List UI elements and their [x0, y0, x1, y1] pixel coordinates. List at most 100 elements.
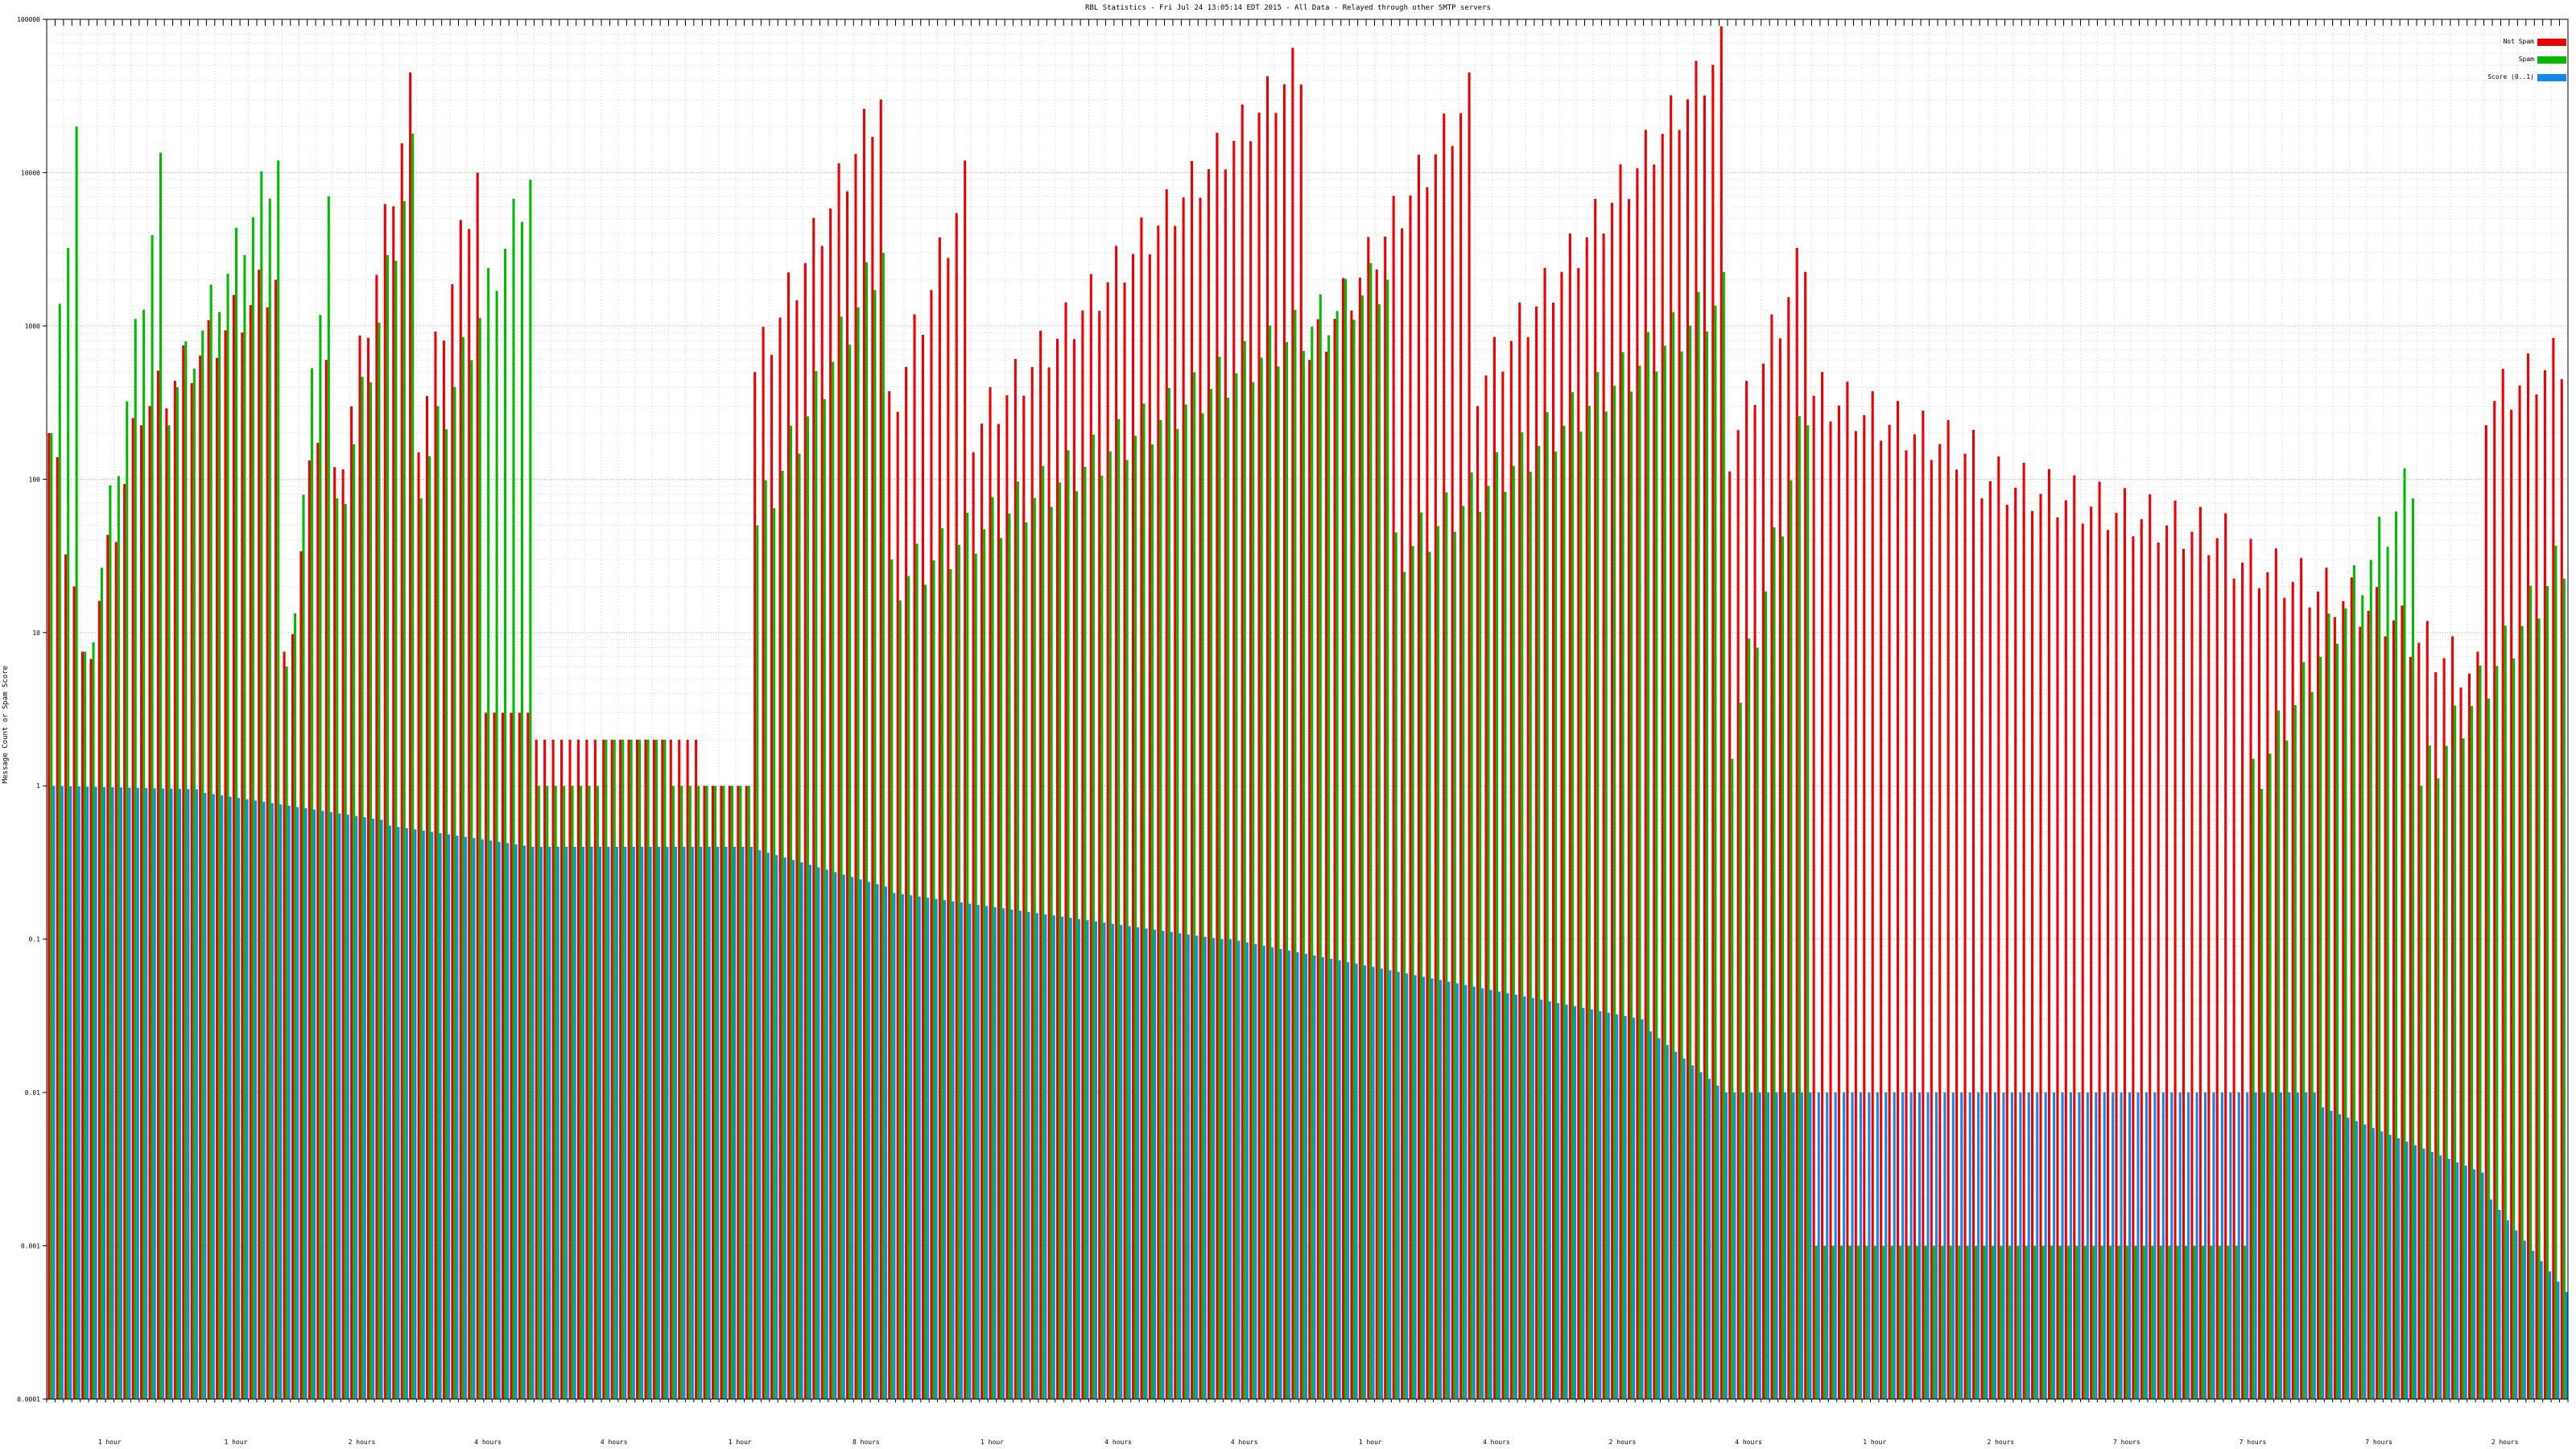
bar — [2198, 506, 2202, 1399]
bar — [100, 568, 103, 1399]
bar — [1968, 1092, 1971, 1399]
bar — [1338, 960, 1341, 1399]
bar — [1325, 351, 1328, 1399]
bar — [1269, 325, 1272, 1400]
bar — [2252, 758, 2255, 1399]
bar — [1142, 403, 1146, 1399]
bar — [890, 559, 894, 1400]
bar — [2002, 1092, 2005, 1399]
bar — [1686, 99, 1690, 1399]
bar — [1061, 916, 1064, 1399]
bar — [2367, 610, 2370, 1399]
bar — [1228, 939, 1232, 1399]
bar — [2484, 425, 2487, 1399]
bar — [671, 786, 675, 1399]
bar — [565, 847, 568, 1399]
bar — [596, 786, 599, 1399]
bar — [834, 872, 837, 1399]
bar — [308, 460, 311, 1400]
bar — [730, 786, 733, 1399]
bar — [2061, 1092, 2064, 1399]
bar — [1736, 430, 1740, 1399]
bar — [1321, 957, 1324, 1399]
bar — [1288, 950, 1291, 1399]
bar — [2333, 617, 2336, 1399]
bar — [60, 786, 64, 1399]
bar — [2069, 1092, 2073, 1399]
bar — [2523, 1241, 2526, 1399]
bar — [749, 847, 753, 1399]
bar — [346, 815, 349, 1399]
top-tick-marks — [46, 19, 2569, 26]
bar — [688, 786, 691, 1399]
bar — [428, 456, 431, 1399]
bar — [1551, 302, 1555, 1399]
bar — [1661, 134, 1664, 1400]
bar — [2232, 578, 2235, 1399]
bar — [1459, 113, 1463, 1400]
bar — [2134, 1245, 2137, 1399]
bar — [964, 160, 967, 1399]
bar — [980, 423, 984, 1400]
bar — [1613, 386, 1616, 1399]
bar — [1711, 64, 1715, 1399]
bar — [2220, 1092, 2223, 1399]
bar — [2182, 548, 2186, 1400]
bar — [2388, 1134, 2392, 1399]
bar — [2136, 1092, 2140, 1399]
bar — [1191, 161, 1194, 1399]
bar — [2120, 1092, 2123, 1399]
bar — [131, 418, 134, 1400]
bar — [254, 800, 257, 1399]
bar — [1882, 1245, 1885, 1399]
bar — [1504, 491, 1507, 1399]
bar — [2518, 385, 2521, 1399]
bar — [683, 847, 686, 1399]
bar — [728, 786, 731, 1399]
bar — [1997, 456, 2000, 1399]
bar — [426, 395, 429, 1400]
bar — [884, 886, 887, 1399]
bar — [1013, 358, 1017, 1399]
bar — [1106, 282, 1109, 1399]
bar — [1414, 975, 1417, 1399]
bar — [1980, 498, 1984, 1399]
bar — [1682, 1059, 1686, 1399]
bar — [1724, 1092, 1728, 1399]
bar — [1150, 444, 1154, 1399]
bar — [1257, 112, 1261, 1400]
bar — [2249, 539, 2252, 1399]
bar — [952, 901, 955, 1399]
bar — [442, 341, 445, 1400]
bar — [1775, 1092, 1778, 1399]
bar — [1913, 434, 1916, 1399]
bar — [2053, 1092, 2056, 1399]
bar — [758, 850, 762, 1399]
bar — [949, 569, 952, 1399]
bar — [2470, 705, 2474, 1399]
bar — [182, 345, 185, 1399]
bar — [2086, 1092, 2089, 1399]
bar — [2549, 1271, 2552, 1399]
bar — [2386, 547, 2389, 1399]
bar — [1481, 988, 1484, 1399]
bar — [766, 852, 770, 1399]
bar — [1252, 382, 1255, 1399]
bar — [64, 554, 68, 1399]
bar — [2237, 1092, 2240, 1399]
bar — [1472, 986, 1476, 1399]
bar — [1476, 406, 1480, 1399]
bar — [1375, 269, 1378, 1399]
bar — [2504, 625, 2507, 1399]
bar — [2403, 468, 2406, 1400]
bar — [1241, 104, 1244, 1399]
bar — [989, 387, 992, 1399]
grid-lines — [46, 19, 2569, 1400]
bar — [590, 847, 593, 1399]
bar — [2543, 369, 2546, 1399]
bar — [369, 382, 373, 1399]
bar — [422, 830, 425, 1399]
bar — [388, 825, 392, 1399]
bar — [756, 525, 759, 1399]
bar — [378, 322, 381, 1400]
